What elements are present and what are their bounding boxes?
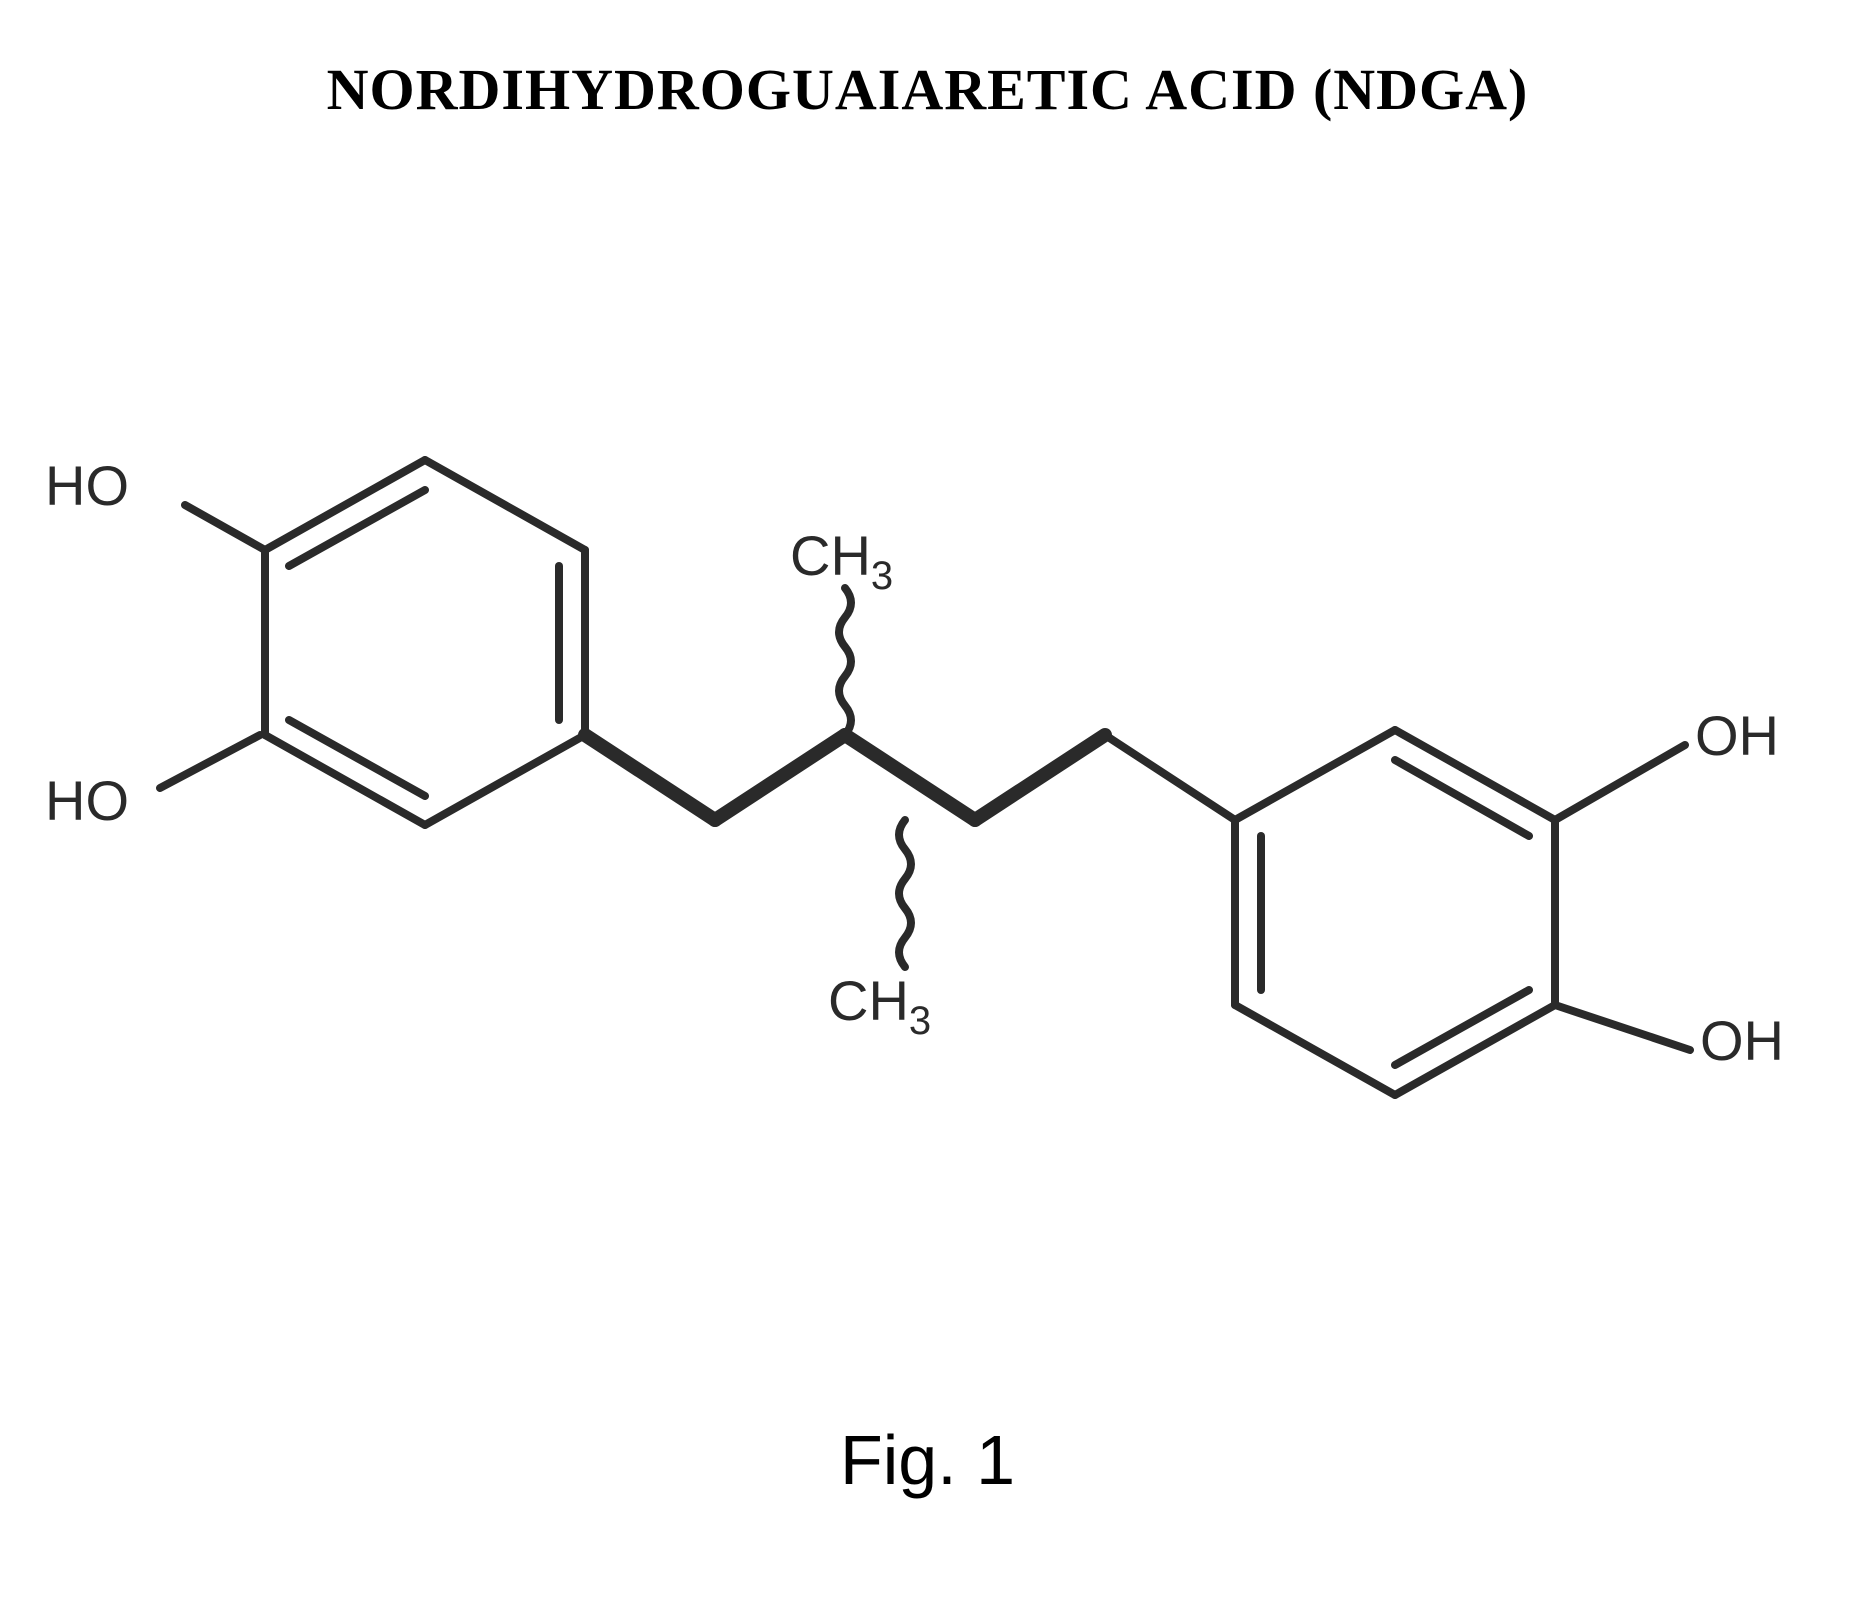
bond xyxy=(845,735,975,820)
bond xyxy=(975,735,1105,820)
bond xyxy=(160,735,260,788)
figure-caption: Fig. 1 xyxy=(0,1420,1855,1500)
bond xyxy=(585,735,715,820)
bond xyxy=(1235,1005,1395,1095)
atom-label-ch3-bot: CH3 xyxy=(828,969,931,1043)
wavy-bond xyxy=(899,820,911,967)
bond xyxy=(1555,1005,1690,1050)
atom-label-oh-bot-right: OH xyxy=(1700,1009,1784,1072)
bond xyxy=(1555,745,1685,820)
labels-layer: HO HO CH3 CH3 OH OH xyxy=(45,454,1784,1072)
bond xyxy=(185,505,265,550)
bond xyxy=(1235,730,1395,820)
chemical-structure-svg: HO HO CH3 CH3 OH OH xyxy=(45,380,1800,1180)
atom-label-ho-top-left: HO xyxy=(45,454,129,517)
figure-title: NORDIHYDROGUAIARETIC ACID (NDGA) xyxy=(0,56,1855,123)
atom-label-ch3-top: CH3 xyxy=(790,524,893,598)
bond xyxy=(1105,735,1235,820)
bond xyxy=(715,735,845,820)
wavy-bond xyxy=(839,588,851,735)
figure-page: NORDIHYDROGUAIARETIC ACID (NDGA) HO HO CH3… xyxy=(0,0,1855,1609)
bond xyxy=(425,460,585,550)
atom-label-oh-top-right: OH xyxy=(1695,704,1779,767)
atom-label-ho-bot-left: HO xyxy=(45,769,129,832)
bond xyxy=(425,735,585,825)
